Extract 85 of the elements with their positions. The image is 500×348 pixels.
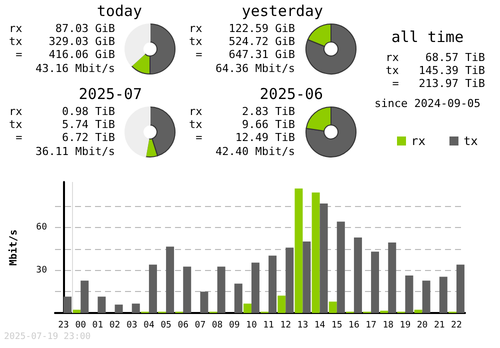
text: tx 9.66 TiB <box>188 118 295 132</box>
bar <box>132 304 140 313</box>
chart-title: yesterday <box>240 2 323 20</box>
bar <box>243 304 252 313</box>
bar <box>286 248 294 313</box>
bar <box>268 256 277 313</box>
bar <box>217 266 226 313</box>
bar <box>72 310 81 313</box>
bar <box>354 238 362 313</box>
x-tick-label: 00 <box>75 320 86 330</box>
text: all time <box>390 28 465 46</box>
bar <box>328 302 337 313</box>
chart-title: 2025-07 <box>78 85 142 103</box>
bar <box>388 242 396 313</box>
bar <box>414 310 422 313</box>
text: 43.16 Mbit/s <box>34 62 115 76</box>
bar <box>336 222 345 313</box>
text: rx 0.98 TiB <box>8 105 115 119</box>
x-tick-label: 01 <box>92 320 104 330</box>
bar <box>320 204 328 313</box>
x-tick-label: 20 <box>416 320 428 330</box>
x-tick-label: 10 <box>246 320 257 330</box>
x-tick-label: 02 <box>109 320 120 330</box>
x-tick-label: 05 <box>160 320 172 330</box>
x-tick-label: 03 <box>126 320 138 330</box>
x-tick-label: 21 <box>434 320 445 330</box>
x-tick-label: 13 <box>297 320 308 330</box>
chart-title: today <box>96 2 142 20</box>
bar <box>422 280 430 313</box>
bar <box>80 280 89 313</box>
bar <box>166 246 174 313</box>
bar <box>234 284 242 313</box>
bar <box>439 276 448 313</box>
x-tick-label: 14 <box>314 320 326 330</box>
bar <box>183 266 192 313</box>
x-tick-label: 17 <box>366 320 376 330</box>
y-axis-title: Mbit/s <box>8 229 20 266</box>
text: = 416.06 GiB <box>14 48 115 62</box>
bar <box>278 296 286 313</box>
bar <box>148 264 157 313</box>
text: tx 5.74 TiB <box>8 118 115 132</box>
text: 42.40 Mbit/s <box>214 145 295 160</box>
y-tick-label: 30 <box>36 265 47 276</box>
chart-title: 2025-06 <box>258 85 323 103</box>
text: = 213.97 TiB <box>391 76 485 90</box>
text: rx 68.57 TiB <box>384 51 485 65</box>
bar <box>98 296 106 313</box>
text: = 12.49 TiB <box>194 130 295 144</box>
bar <box>251 262 260 313</box>
y-tick-label: 60 <box>36 222 47 233</box>
text: tx 329.03 GiB <box>8 34 115 49</box>
x-tick-label: 22 <box>451 320 462 330</box>
bar <box>456 264 464 313</box>
bar <box>64 296 72 313</box>
bar <box>405 276 414 313</box>
text: rx 122.59 GiB <box>188 22 295 36</box>
x-tick-label: 06 <box>178 320 189 330</box>
text: = 6.72 TiB <box>14 130 115 144</box>
x-tick-label: 16 <box>348 320 360 330</box>
text: tx 145.39 TiB <box>384 64 485 78</box>
x-tick-label: 08 <box>212 320 223 330</box>
bar <box>302 242 311 313</box>
x-tick-label: 18 <box>382 320 394 330</box>
text: since 2024-09-05 <box>374 97 482 110</box>
bar <box>114 304 123 313</box>
x-tick-label: 23 <box>58 320 69 330</box>
legend-label: rx <box>411 134 426 148</box>
x-tick-label: 19 <box>400 320 411 330</box>
legend-label: tx <box>463 134 478 148</box>
text: 36.11 Mbit/s <box>34 145 115 160</box>
bar <box>200 292 208 313</box>
bar <box>371 252 380 313</box>
text: rx 87.03 GiB <box>8 22 115 36</box>
text: = 647.31 GiB <box>194 48 295 62</box>
x-tick-label: 15 <box>331 320 342 330</box>
x-tick-label: 04 <box>144 320 154 330</box>
x-tick-label: 07 <box>194 320 206 330</box>
x-tick-label: 09 <box>228 320 240 330</box>
text: rx 2.83 TiB <box>188 105 295 119</box>
text: 64.36 Mbit/s <box>214 62 295 76</box>
text: tx 524.72 GiB <box>188 34 295 49</box>
bar <box>294 188 303 313</box>
x-tick-label: 11 <box>263 320 274 330</box>
x-tick-label: 12 <box>280 320 292 330</box>
bar <box>312 192 320 313</box>
